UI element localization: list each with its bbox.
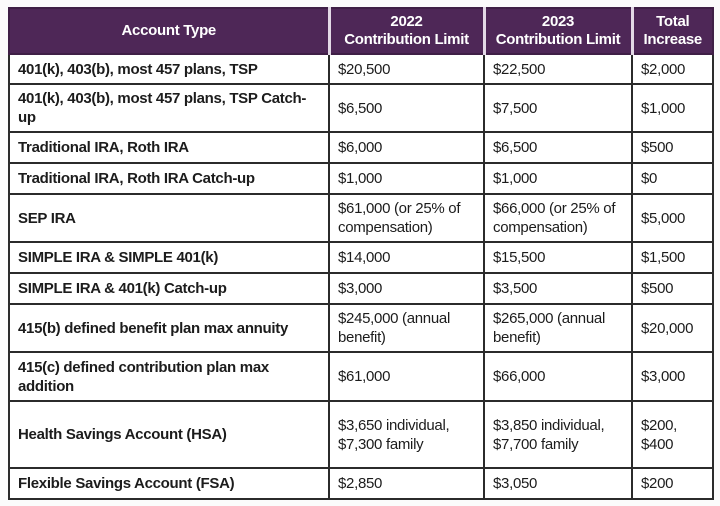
account-type-cell: Health Savings Account (HSA)	[8, 400, 330, 469]
limit-2023-cell: $3,500	[483, 272, 633, 305]
header-label-line2: Increase	[643, 31, 703, 48]
increase-cell: $200	[631, 467, 714, 500]
account-type-cell: Traditional IRA, Roth IRA	[8, 131, 330, 164]
limit-2022-cell: $61,000 (or 25% of compensation)	[328, 193, 485, 243]
header-label-sub: Contribution Limit	[495, 31, 621, 48]
increase-cell: $2,000	[631, 53, 714, 85]
table-row: SEP IRA $61,000 (or 25% of compensation)…	[8, 193, 714, 243]
limit-2022-cell: $1,000	[328, 162, 485, 195]
limit-2022-cell: $245,000 (annual benefit)	[328, 303, 485, 353]
limit-2023-cell: $3,050	[483, 467, 633, 500]
table-row: 401(k), 403(b), most 457 plans, TSP $20,…	[8, 53, 714, 85]
table-row: 415(c) defined contribution plan max add…	[8, 351, 714, 402]
limit-2022-cell: $61,000	[328, 351, 485, 402]
limit-2023-cell: $7,500	[483, 83, 633, 133]
table-row: Traditional IRA, Roth IRA Catch-up $1,00…	[8, 162, 714, 195]
limit-2023-cell: $6,500	[483, 131, 633, 164]
column-header-account-type: Account Type	[8, 7, 330, 55]
column-header-2023-limit: 2023 Contribution Limit	[482, 7, 633, 55]
limit-2023-cell: $66,000 (or 25% of compensation)	[483, 193, 633, 243]
header-row: Account Type 2022 Contribution Limit 202…	[8, 7, 714, 55]
table-row: Traditional IRA, Roth IRA $6,000 $6,500 …	[8, 131, 714, 164]
increase-cell: $0	[631, 162, 714, 195]
increase-cell: $1,000	[631, 83, 714, 133]
limit-2023-cell: $3,850 individual, $7,700 family	[483, 400, 633, 469]
table-row: Health Savings Account (HSA) $3,650 indi…	[8, 400, 714, 469]
header-label-line1: Total	[656, 13, 690, 30]
account-type-cell: SIMPLE IRA & 401(k) Catch-up	[8, 272, 330, 305]
contribution-limits-table: Account Type 2022 Contribution Limit 202…	[8, 7, 714, 500]
column-header-total-increase: Total Increase	[630, 7, 714, 55]
increase-cell: $200, $400	[631, 400, 714, 469]
header-label: Account Type	[121, 22, 217, 39]
limit-2022-cell: $20,500	[328, 53, 485, 85]
account-type-cell: SIMPLE IRA & SIMPLE 401(k)	[8, 241, 330, 274]
column-header-2022-limit: 2022 Contribution Limit	[327, 7, 485, 55]
account-type-cell: 415(b) defined benefit plan max annuity	[8, 303, 330, 353]
table-row: 415(b) defined benefit plan max annuity …	[8, 303, 714, 353]
account-type-cell: SEP IRA	[8, 193, 330, 243]
table-row: SIMPLE IRA & SIMPLE 401(k) $14,000 $15,5…	[8, 241, 714, 274]
header-label-year: 2023	[541, 13, 575, 30]
account-type-cell: 401(k), 403(b), most 457 plans, TSP	[8, 53, 330, 85]
account-type-cell: Traditional IRA, Roth IRA Catch-up	[8, 162, 330, 195]
limit-2022-cell: $6,500	[328, 83, 485, 133]
limit-2022-cell: $2,850	[328, 467, 485, 500]
increase-cell: $3,000	[631, 351, 714, 402]
increase-cell: $20,000	[631, 303, 714, 353]
limit-2022-cell: $6,000	[328, 131, 485, 164]
limit-2022-cell: $14,000	[328, 241, 485, 274]
table-row: SIMPLE IRA & 401(k) Catch-up $3,000 $3,5…	[8, 272, 714, 305]
table-row: Flexible Savings Account (FSA) $2,850 $3…	[8, 467, 714, 500]
limit-2023-cell: $66,000	[483, 351, 633, 402]
limit-2023-cell: $22,500	[483, 53, 633, 85]
increase-cell: $500	[631, 272, 714, 305]
increase-cell: $5,000	[631, 193, 714, 243]
account-type-cell: 401(k), 403(b), most 457 plans, TSP Catc…	[8, 83, 330, 133]
account-type-cell: Flexible Savings Account (FSA)	[8, 467, 330, 500]
limit-2023-cell: $265,000 (annual benefit)	[483, 303, 633, 353]
limit-2023-cell: $15,500	[483, 241, 633, 274]
increase-cell: $1,500	[631, 241, 714, 274]
limit-2022-cell: $3,650 individual, $7,300 family	[328, 400, 485, 469]
table-row: 401(k), 403(b), most 457 plans, TSP Catc…	[8, 83, 714, 133]
header-label-year: 2022	[390, 13, 423, 30]
limit-2022-cell: $3,000	[328, 272, 485, 305]
account-type-cell: 415(c) defined contribution plan max add…	[8, 351, 330, 402]
increase-cell: $500	[631, 131, 714, 164]
header-label-sub: Contribution Limit	[344, 31, 469, 48]
limit-2023-cell: $1,000	[483, 162, 633, 195]
